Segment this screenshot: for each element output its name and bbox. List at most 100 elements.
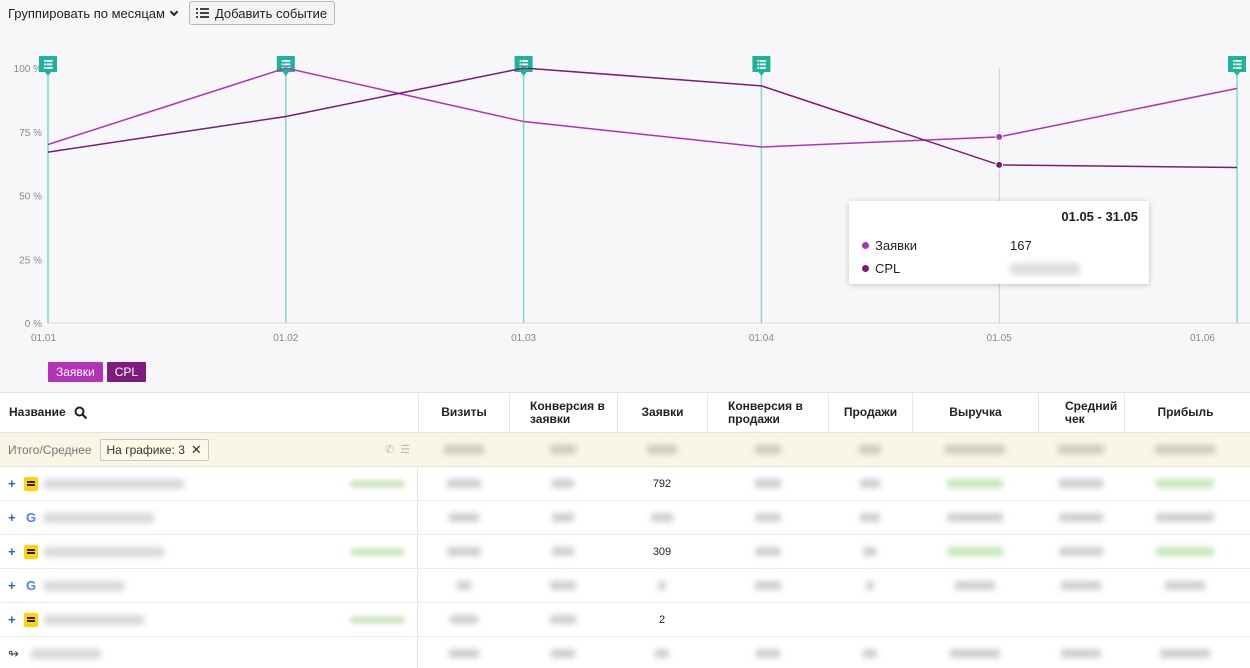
conv-sales-cell: [707, 637, 828, 668]
phone-icon: ✆: [384, 444, 395, 456]
series-dot: [862, 265, 869, 272]
group-by-dropdown[interactable]: Группировать по месяцам: [8, 6, 179, 21]
event-marker-dot: [757, 60, 760, 62]
conv-leads-cell: [509, 501, 617, 534]
close-icon[interactable]: ✕: [190, 441, 202, 457]
expand-icon[interactable]: +: [8, 612, 16, 627]
event-marker-bar: [284, 60, 291, 62]
list-icon: ☰: [400, 444, 410, 456]
sales-cell: [828, 535, 912, 568]
summary-profit: [1124, 433, 1246, 466]
toolbar: Группировать по месяцам Добавить событие: [8, 0, 336, 26]
row-name-cell: + G: [0, 569, 418, 602]
visits-cell: [418, 467, 509, 500]
event-marker-dot: [1233, 60, 1235, 62]
expand-icon[interactable]: +: [8, 544, 16, 559]
table-row[interactable]: + 309: [0, 535, 1250, 569]
table-row[interactable]: ↬: [0, 637, 1250, 668]
profit-cell: [1124, 637, 1246, 668]
column-header-avg-check[interactable]: Средний чек: [1038, 393, 1124, 432]
row-sparkline: [350, 547, 405, 556]
direct-traffic-icon: ↬: [8, 645, 19, 661]
table-row[interactable]: + G: [0, 569, 1250, 603]
y-tick-label: 25 %: [19, 255, 42, 266]
conv-sales-cell: [707, 467, 828, 500]
summary-sales: [828, 433, 912, 466]
row-name-hidden: [44, 546, 164, 557]
add-event-label: Добавить событие: [214, 5, 328, 21]
conv-leads-cell: [509, 467, 617, 500]
y-tick-label: 0 %: [25, 319, 42, 330]
event-marker-bar: [759, 63, 766, 66]
sales-cell: [828, 603, 912, 636]
profit-cell: [1124, 467, 1246, 500]
summary-revenue: [912, 433, 1038, 466]
expand-icon[interactable]: +: [8, 510, 16, 525]
legend-item-leads[interactable]: Заявки: [48, 362, 103, 382]
sales-cell: [828, 467, 912, 500]
event-marker-dot: [757, 67, 760, 69]
event-marker-bar: [46, 67, 53, 69]
conv-sales-cell: [707, 535, 828, 568]
profit-cell: [1124, 569, 1246, 602]
summary-icons: ✆ ☰: [385, 443, 410, 456]
row-name-cell: +: [0, 535, 418, 568]
summary-visits: [418, 433, 509, 466]
legend-item-cpl[interactable]: CPL: [106, 362, 147, 382]
event-marker-icon: [276, 56, 295, 76]
revenue-cell: [912, 535, 1038, 568]
column-header-visits[interactable]: Визиты: [418, 393, 509, 432]
column-header-leads[interactable]: Заявки: [617, 393, 707, 432]
series-line: [47, 67, 1238, 169]
avg-check-cell: [1038, 569, 1124, 602]
profit-cell: [1124, 535, 1246, 568]
table-row[interactable]: + 2: [0, 603, 1250, 637]
add-event-button[interactable]: Добавить событие: [188, 1, 336, 25]
google-icon: G: [25, 510, 37, 525]
table-row[interactable]: + 792: [0, 467, 1250, 501]
x-tick-label: 01.01: [31, 333, 56, 344]
event-marker-dot: [281, 67, 284, 69]
on-chart-badge: На графике: 3 ✕: [99, 438, 209, 461]
tooltip-title: 01.05 - 31.05: [1061, 209, 1138, 224]
sales-cell: [828, 637, 912, 668]
conv-sales-cell: [707, 569, 828, 602]
visits-cell: [418, 569, 509, 602]
column-label: Название: [9, 405, 66, 419]
event-marker-dot: [1233, 63, 1235, 66]
tooltip-row-value-hidden: [1010, 263, 1080, 275]
leads-cell: 2: [658, 613, 666, 626]
event-marker-bar: [46, 60, 53, 62]
column-header-profit[interactable]: Прибыль: [1124, 393, 1246, 432]
column-header-sales[interactable]: Продажи: [828, 393, 912, 432]
event-marker-bar: [46, 63, 53, 66]
chart-tooltip: 01.05 - 31.05 Заявки 167 CPL: [849, 201, 1149, 284]
table-row[interactable]: + G: [0, 501, 1250, 535]
column-header-revenue[interactable]: Выручка: [912, 393, 1038, 432]
event-marker-dot: [281, 60, 284, 62]
event-marker-dot: [757, 63, 760, 66]
x-tick-label: 01.02: [273, 333, 298, 344]
row-sparkline: [350, 615, 405, 624]
tooltip-row-value: 167: [1010, 238, 1032, 253]
column-header-name[interactable]: Название: [0, 393, 418, 432]
search-icon[interactable]: [74, 406, 88, 420]
visits-cell: [418, 603, 509, 636]
series-point: [995, 132, 1004, 141]
column-header-conv-sales[interactable]: Конверсия в продажи: [707, 393, 828, 432]
column-header-conv-leads[interactable]: Конверсия в заявки: [509, 393, 617, 432]
summary-name-cell: Итого/Среднее На графике: 3 ✕ ✆ ☰: [0, 433, 418, 466]
on-chart-badge-label: На графике: 3: [106, 442, 185, 457]
row-name-hidden: [44, 512, 154, 523]
expand-icon[interactable]: +: [8, 476, 16, 491]
tooltip-row-label: Заявки: [875, 238, 917, 253]
google-icon: G: [25, 578, 37, 593]
event-marker-dot: [44, 63, 46, 66]
event-marker-dot: [1233, 67, 1235, 69]
avg-check-cell: [1038, 535, 1124, 568]
revenue-cell: [912, 467, 1038, 500]
conv-sales-cell: [707, 501, 828, 534]
expand-icon[interactable]: +: [8, 578, 16, 593]
row-name-hidden: [44, 580, 124, 591]
row-name-cell: +: [0, 467, 418, 500]
